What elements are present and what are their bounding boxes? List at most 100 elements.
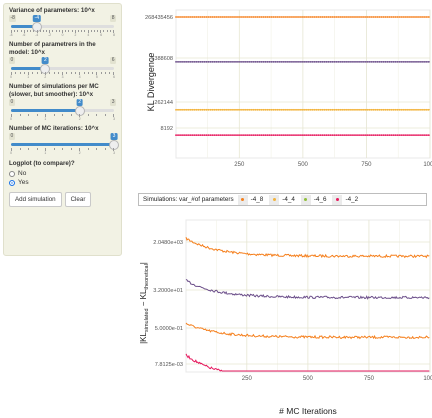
series-point (402, 108, 405, 111)
series-point (252, 134, 255, 137)
series-point (370, 134, 373, 137)
slider-tick (28, 148, 29, 150)
slider-tick (58, 30, 60, 32)
series-point (335, 134, 338, 137)
series-point (319, 61, 322, 63)
series-point (272, 61, 275, 63)
slider-tick-label: 0 (10, 75, 12, 79)
series-point (325, 108, 328, 111)
series-point (295, 61, 297, 63)
series-point (311, 61, 314, 63)
series-point (413, 16, 415, 18)
series-point (380, 108, 383, 111)
slider-tick-label: 2 (74, 33, 77, 37)
slider-tick (36, 30, 38, 33)
series-point (242, 108, 245, 111)
series-point (301, 61, 304, 63)
x-tick-label: 750 (361, 162, 372, 168)
series-point (282, 134, 285, 137)
series-point (376, 134, 379, 137)
series-point (203, 61, 206, 63)
slider-tick (74, 72, 76, 74)
logplot-option-yes[interactable]: Yes (9, 179, 116, 186)
slider-tick-label: 6 (100, 33, 103, 37)
slider-track[interactable] (11, 67, 114, 70)
series-point (392, 16, 395, 18)
series-point (175, 16, 177, 18)
series-point (193, 134, 196, 137)
slider-tick (113, 72, 114, 75)
series-point (315, 61, 318, 63)
series-point (291, 134, 293, 137)
series-point (234, 61, 236, 63)
slider-tick (100, 72, 102, 74)
series-point (262, 108, 265, 111)
series-point (421, 134, 424, 137)
series-point (238, 61, 240, 63)
series-point (319, 108, 322, 111)
series-point (347, 134, 350, 137)
series-point (411, 108, 413, 111)
series-point (350, 61, 352, 63)
slider-tick (77, 30, 79, 32)
series-point (258, 61, 261, 63)
series-point (347, 16, 350, 18)
slider-tick (65, 30, 66, 32)
series-point (356, 16, 358, 18)
slider-track[interactable] (11, 25, 114, 28)
series-point (201, 61, 204, 63)
series-point (417, 134, 419, 137)
series-point (352, 61, 354, 63)
series-point (315, 134, 318, 137)
slider-max-badge: 8 (110, 15, 116, 22)
series-point (423, 61, 426, 63)
parameters-slider[interactable]: 0 6 2 0 1 2 3 4 5 6 (9, 57, 116, 79)
add-simulation-button[interactable]: Add simulation (9, 192, 62, 207)
slider-tick (93, 30, 95, 32)
series-point (313, 61, 316, 63)
variance-slider[interactable]: -8 8 -4 -8 -6 -4 -2 0 2 4 6 8 (9, 15, 116, 37)
series-point (317, 61, 320, 63)
series-point (323, 61, 326, 63)
x-tick-label: 500 (303, 376, 314, 382)
series-point (207, 61, 210, 63)
series-point (295, 134, 297, 137)
series-point (289, 108, 291, 111)
slider-tick (23, 72, 25, 74)
series-point (205, 134, 208, 137)
slider-tick (103, 30, 105, 32)
clear-button[interactable]: Clear (64, 192, 92, 207)
series-point (415, 108, 417, 111)
logplot-option-no[interactable]: No (9, 170, 116, 177)
series-point (291, 61, 293, 63)
series-point (286, 16, 289, 18)
series-point (270, 16, 273, 18)
radio-no[interactable] (9, 170, 15, 177)
series-point (354, 16, 356, 18)
series-point (337, 16, 340, 18)
mc-iterations-slider[interactable]: 0 3 3 0 1 2 3 (9, 133, 119, 155)
series-point (244, 108, 247, 111)
series-point (217, 16, 220, 18)
radio-yes[interactable] (9, 179, 15, 186)
y-axis-label: |KLsimulated − KLtheoretical| (139, 262, 150, 344)
series-point (266, 134, 269, 137)
legend-key (300, 194, 311, 205)
series-point (280, 16, 283, 18)
slider-max-badge: 6 (110, 57, 116, 64)
slider-handle[interactable] (109, 139, 119, 150)
series-point (209, 108, 212, 111)
legend-title: Simulations: var_#of parameters (143, 196, 234, 203)
series-point (341, 61, 344, 63)
series-point (335, 16, 338, 18)
series-point (388, 134, 391, 137)
series-point (315, 108, 318, 111)
series-point (219, 134, 222, 137)
slider-ticks (11, 72, 114, 75)
simulations-slider[interactable]: 0 3 2 0 1 2 3 (9, 99, 116, 121)
series-line--4_2 (185, 353, 430, 372)
series-point (374, 16, 377, 18)
slider-tick (62, 72, 63, 75)
slider-tick-label: 0 (10, 117, 12, 121)
slider-fill (11, 109, 80, 112)
